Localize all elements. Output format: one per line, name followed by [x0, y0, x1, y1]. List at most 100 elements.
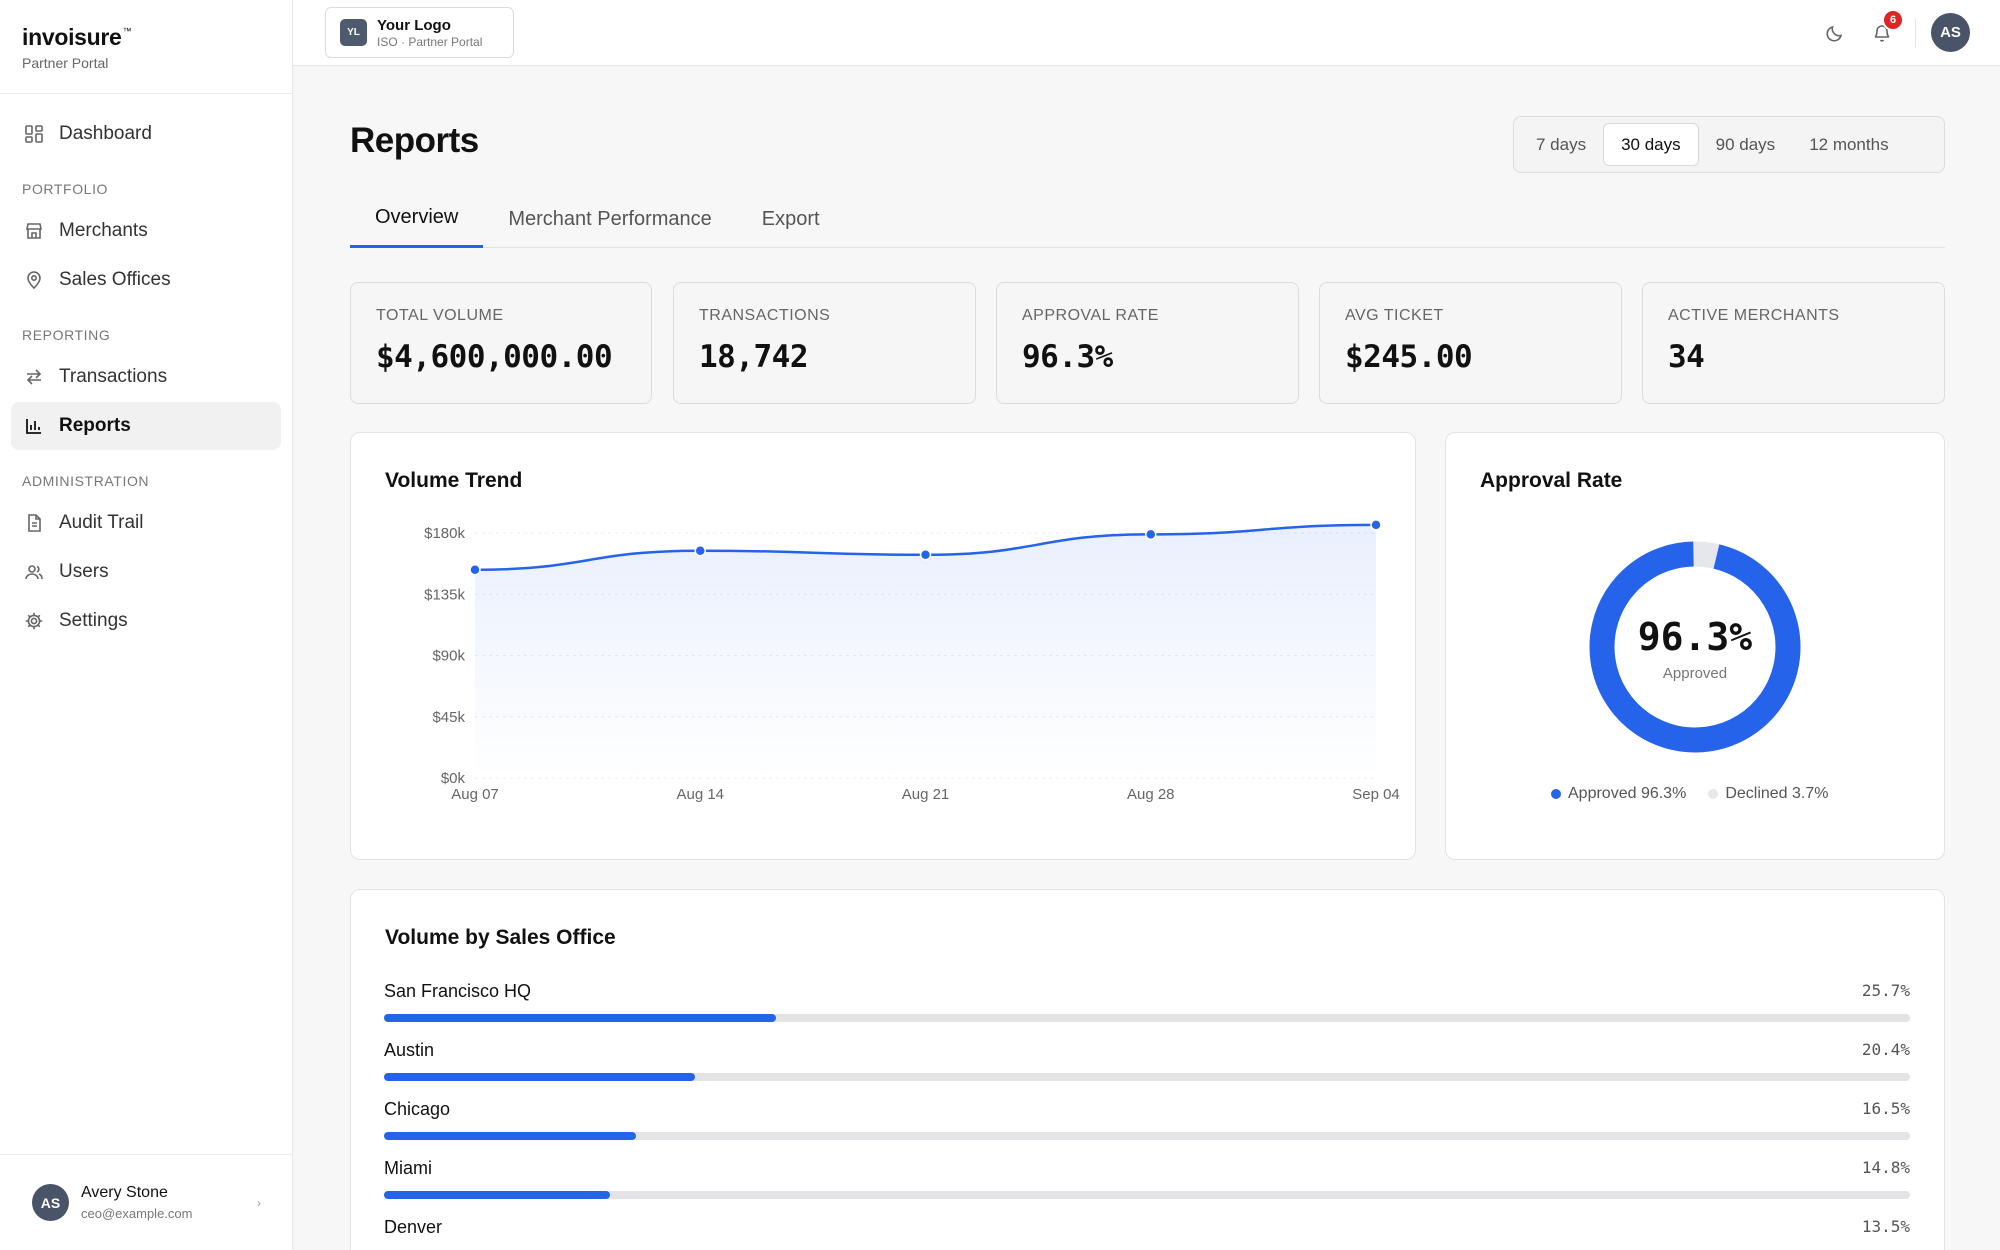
sales-office-row: San Francisco HQ 25.7% [384, 981, 1910, 1022]
sidebar: invoisure™ Partner Portal Dashboard PORT… [0, 0, 293, 1250]
tab-overview[interactable]: Overview [350, 190, 484, 248]
sidebar-item-settings[interactable]: Settings [11, 597, 281, 645]
section-label-portfolio: PORTFOLIO [22, 181, 109, 197]
sidebar-item-transactions[interactable]: Transactions [11, 353, 281, 401]
section-label-administration: ADMINISTRATION [22, 473, 150, 489]
legend-label: Approved 96.3% [1568, 785, 1687, 802]
logo-title: Your Logo [377, 16, 451, 34]
tab-export[interactable]: Export [761, 207, 820, 230]
data-point[interactable] [919, 549, 932, 561]
legend-declined: Declined 3.7% [1708, 785, 1828, 803]
logo-mark: YL [340, 19, 367, 46]
kpi-value: 34 [1668, 339, 1705, 375]
kpi-label: TOTAL VOLUME [376, 307, 504, 324]
sidebar-item-audit-trail[interactable]: Audit Trail [11, 499, 281, 547]
kpi-avg-ticket: AVG TICKET $245.00 [1319, 282, 1622, 404]
area-fill [475, 524, 1376, 778]
sidebar-item-merchants[interactable]: Merchants [11, 207, 281, 255]
brand: invoisure™ Partner Portal [0, 0, 292, 94]
document-icon [23, 512, 45, 534]
range-90-days[interactable]: 90 days [1715, 134, 1776, 154]
office-name: Denver [384, 1217, 443, 1237]
page-title: Reports [350, 121, 479, 160]
sidebar-item-sales-offices[interactable]: Sales Offices [11, 256, 281, 304]
card-title: Approval Rate [1480, 469, 1623, 492]
divider [1915, 19, 1916, 47]
progress-fill [384, 1132, 636, 1140]
data-point[interactable] [694, 544, 706, 557]
bar-chart-icon [23, 415, 45, 437]
office-name: Austin [384, 1040, 435, 1060]
sidebar-item-label: Settings [59, 610, 128, 631]
donut-slice-approved[interactable] [1583, 535, 1807, 759]
card-title: Volume Trend [385, 469, 523, 492]
office-name: San Francisco HQ [384, 981, 532, 1001]
brand-logo[interactable]: invoisure™ [22, 24, 132, 50]
office-percent: 16.5% [1861, 1099, 1910, 1118]
sales-office-row: Austin 20.4% [384, 1040, 1910, 1081]
sidebar-item-dashboard[interactable]: Dashboard [11, 110, 281, 158]
user-menu[interactable]: AS Avery Stone ceo@example.com › [0, 1154, 293, 1250]
avatar[interactable]: AS [1931, 13, 1970, 52]
sales-office-row: Miami 14.8% [384, 1158, 1910, 1199]
legend-label: Declined 3.7% [1725, 785, 1829, 802]
logo-subtitle: ISO · Partner Portal [377, 34, 483, 49]
y-tick-label: $135k [424, 586, 465, 603]
x-tick-label: Sep 04 [1352, 786, 1400, 803]
kpi-total-volume: TOTAL VOLUME $4,600,000.00 [350, 282, 652, 404]
sales-office-card: Volume by Sales Office [350, 889, 1945, 1250]
data-point[interactable] [1370, 519, 1382, 531]
progress-track [384, 1073, 1910, 1081]
legend-dot [1708, 789, 1719, 799]
sidebar-item-label: Sales Offices [59, 269, 171, 290]
card-title: Volume by Sales Office [385, 926, 616, 949]
partner-logo[interactable]: YL Your Logo ISO · Partner Portal [325, 7, 514, 58]
office-name: Miami [384, 1158, 432, 1178]
tab-merchant-performance[interactable]: Merchant Performance [508, 207, 712, 230]
avatar: AS [32, 1184, 69, 1221]
kpi-transactions: TRANSACTIONS 18,742 [673, 282, 976, 404]
sidebar-item-users[interactable]: Users [11, 548, 281, 596]
tab-bar: Overview Merchant Performance Export [350, 190, 1945, 248]
approval-rate-card: Approval Rate 96.3% Approved [1445, 432, 1945, 860]
data-point[interactable] [1145, 528, 1157, 541]
moon-icon[interactable] [1821, 19, 1849, 47]
notification-badge: 6 [1882, 9, 1904, 31]
kpi-value: $245.00 [1345, 339, 1473, 375]
office-percent: 14.8% [1861, 1158, 1910, 1177]
kpi-label: AVG TICKET [1345, 307, 1444, 324]
user-name: Avery Stone [81, 1184, 168, 1201]
kpi-value: 96.3% [1022, 339, 1113, 375]
range-7-days[interactable]: 7 days [1536, 134, 1587, 154]
x-tick-label: Aug 14 [676, 786, 724, 803]
user-email: ceo@example.com [81, 1206, 193, 1221]
chevron-right-icon: › [257, 1195, 261, 1210]
y-tick-label: $180k [424, 525, 465, 542]
sidebar-item-label: Users [59, 561, 109, 582]
range-12-months[interactable]: 12 months [1809, 134, 1889, 154]
range-30-days[interactable]: 30 days [1603, 123, 1699, 166]
approval-donut-chart: 96.3% Approved [1583, 535, 1807, 759]
legend-dot [1551, 789, 1561, 799]
sidebar-item-reports[interactable]: Reports [11, 402, 281, 450]
data-point[interactable] [469, 564, 481, 576]
progress-fill [384, 1014, 777, 1022]
y-tick-label: $90k [432, 648, 465, 665]
kpi-approval-rate: APPROVAL RATE 96.3% [996, 282, 1299, 404]
kpi-value: $4,600,000.00 [376, 339, 613, 375]
brand-subtitle: Partner Portal [22, 55, 109, 71]
office-percent: 25.7% [1861, 981, 1910, 1000]
users-icon [23, 561, 45, 583]
kpi-label: ACTIVE MERCHANTS [1668, 307, 1840, 324]
sales-office-row: Chicago 16.5% [384, 1099, 1910, 1140]
sidebar-item-label: Transactions [59, 366, 168, 387]
y-tick-label: $0k [441, 770, 466, 787]
donut-center-label: Approved [1663, 665, 1727, 682]
legend-approved: Approved 96.3% [1551, 785, 1686, 803]
bell-icon[interactable] [1868, 19, 1896, 47]
user-info: Avery Stone ceo@example.com [81, 1184, 257, 1221]
sidebar-item-label: Merchants [59, 220, 148, 241]
donut-center-value: 96.3% [1638, 615, 1753, 659]
sidebar-item-label: Reports [59, 415, 131, 436]
topbar: YL Your Logo ISO · Partner Portal [293, 0, 2000, 66]
